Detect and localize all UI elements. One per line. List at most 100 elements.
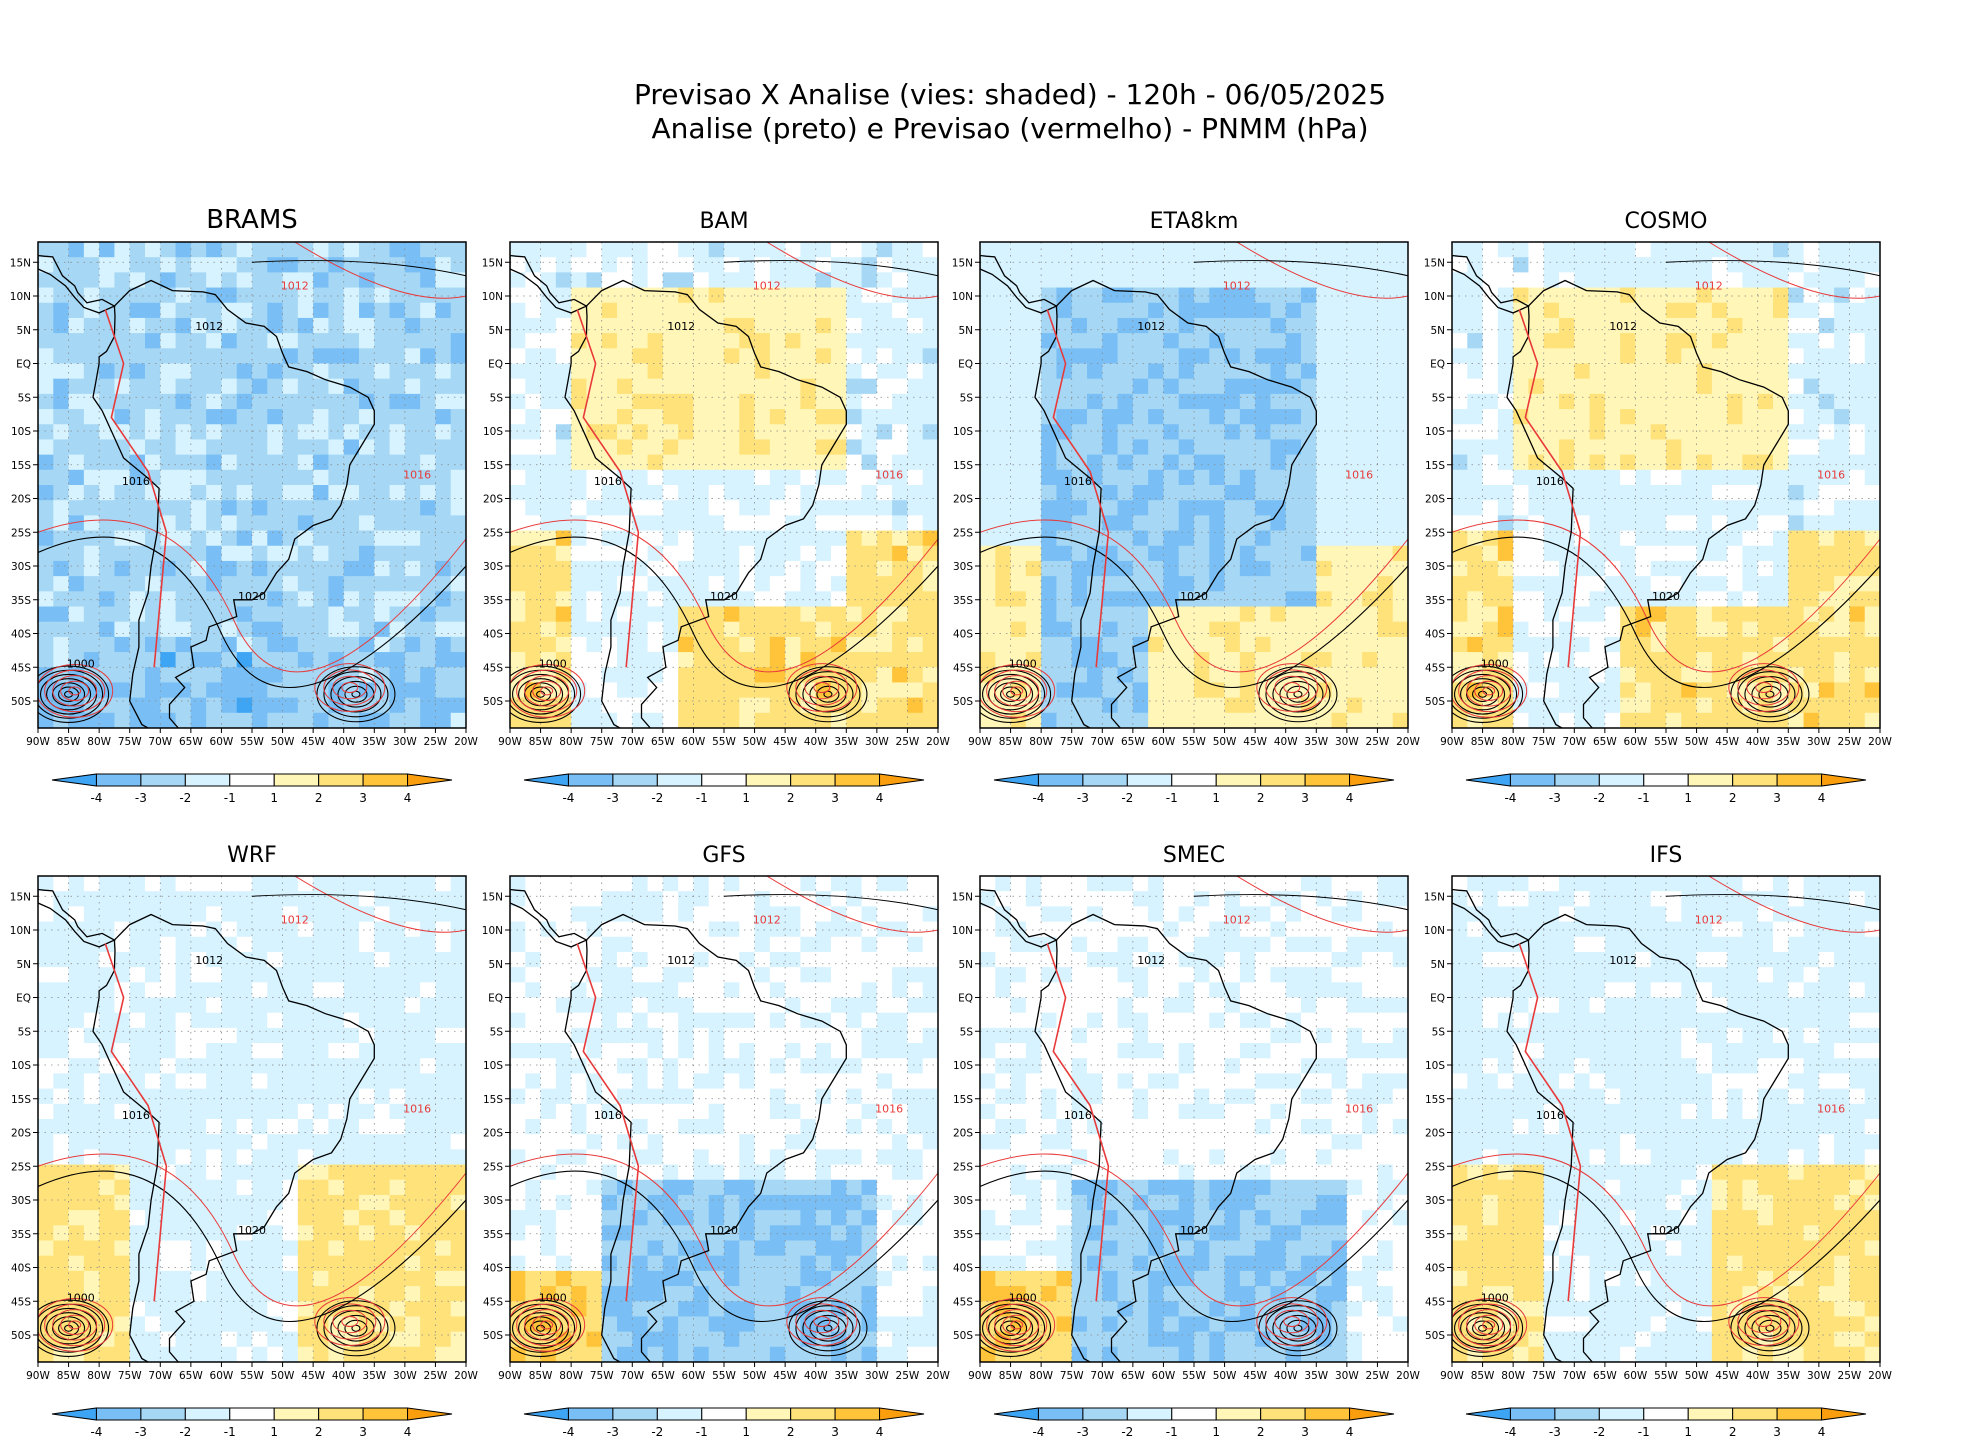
bias-cell xyxy=(114,936,131,953)
bias-cell xyxy=(1224,424,1241,441)
bias-cell xyxy=(1773,454,1789,471)
bias-cell xyxy=(1163,454,1180,471)
bias-cell xyxy=(1849,576,1866,592)
bias-cell xyxy=(53,545,70,562)
bias-cell xyxy=(1041,712,1058,728)
bias-cell xyxy=(38,652,54,668)
bias-cell xyxy=(114,439,131,456)
bias-cell xyxy=(389,621,406,638)
bias-cell xyxy=(175,1088,192,1105)
bias-cell xyxy=(1834,454,1851,471)
bias-cell xyxy=(114,1088,131,1105)
bias-cell xyxy=(1604,576,1621,592)
bias-cell xyxy=(1803,485,1820,501)
bias-cell xyxy=(236,1240,253,1257)
bias-cell xyxy=(1864,606,1880,623)
bias-cell xyxy=(389,348,406,365)
bias-cell xyxy=(99,287,116,304)
bias-cell xyxy=(175,682,192,699)
bias-cell xyxy=(450,424,466,441)
bias-cell xyxy=(420,272,437,289)
bias-cell xyxy=(1194,409,1210,425)
bias-cell xyxy=(1316,378,1333,395)
bias-cell xyxy=(1513,302,1530,319)
bias-cell xyxy=(68,891,85,907)
bias-cell xyxy=(175,1316,192,1333)
bias-cell xyxy=(114,1194,131,1211)
bias-cell xyxy=(404,1012,421,1029)
bias-cell xyxy=(662,652,679,668)
bias-cell xyxy=(190,1301,207,1318)
bias-cell xyxy=(1025,333,1042,349)
bias-cell xyxy=(389,439,406,456)
bias-cell xyxy=(980,257,996,273)
bias-cell xyxy=(252,576,268,592)
bias-cell xyxy=(206,1270,223,1287)
bias-cell xyxy=(785,317,802,334)
bias-cell xyxy=(815,636,832,653)
bias-cell xyxy=(1041,515,1058,532)
bias-cell xyxy=(53,682,70,699)
bias-cell xyxy=(343,545,360,562)
bias-cell xyxy=(282,272,299,289)
bias-cell xyxy=(1010,545,1027,562)
bias-cell xyxy=(1635,424,1652,441)
bias-cell xyxy=(555,287,572,304)
bias-cell xyxy=(267,636,284,653)
bias-cell xyxy=(525,272,542,289)
bias-cell xyxy=(1681,560,1698,577)
bias-cell xyxy=(1010,363,1027,380)
bias-cell xyxy=(114,636,131,653)
bias-cell xyxy=(1163,652,1180,668)
bias-cell xyxy=(160,1286,177,1302)
bias-cell xyxy=(99,1103,116,1120)
bias-cell xyxy=(343,302,360,319)
bias-cell xyxy=(175,936,192,953)
bias-cell xyxy=(221,1316,238,1333)
bias-cell xyxy=(343,469,360,486)
bias-cell xyxy=(800,621,817,638)
bias-cell xyxy=(708,712,725,728)
bias-cell xyxy=(540,636,557,653)
bias-cell xyxy=(1087,378,1103,395)
bias-cell xyxy=(1377,317,1394,334)
bias-cell xyxy=(450,951,466,968)
bias-cell xyxy=(1513,697,1530,714)
bias-cell xyxy=(1666,621,1682,638)
bias-cell xyxy=(1255,652,1272,668)
bias-cell xyxy=(389,1149,406,1166)
bias-cell xyxy=(328,378,345,395)
bias-cell xyxy=(1666,712,1682,728)
bias-cell xyxy=(1773,439,1789,456)
lat-tick-label: 45S xyxy=(1425,662,1445,674)
bias-cell xyxy=(343,439,360,456)
bias-cell xyxy=(1255,378,1272,395)
bias-cell xyxy=(1148,636,1165,653)
bias-cell xyxy=(359,891,375,907)
bias-cell xyxy=(83,1058,100,1075)
bias-cell xyxy=(1132,530,1149,547)
bias-cell xyxy=(571,242,588,258)
bias-cell xyxy=(190,906,207,923)
bias-cell xyxy=(129,424,146,441)
bias-cell xyxy=(1392,363,1408,380)
bias-cell xyxy=(586,515,603,532)
bias-cell xyxy=(1742,530,1759,547)
bias-cell xyxy=(68,982,85,999)
bias-cell xyxy=(53,485,70,501)
bias-cell xyxy=(359,378,375,395)
bias-cell xyxy=(236,1012,253,1029)
bias-cell xyxy=(404,424,421,441)
bias-cell xyxy=(38,591,54,608)
bias-cell xyxy=(190,1058,207,1075)
bias-cell xyxy=(328,409,345,425)
colorbar-label: -2 xyxy=(651,791,663,805)
isobar-label: 1000 xyxy=(67,657,95,670)
bias-cell xyxy=(1316,242,1333,258)
bias-cell xyxy=(1773,515,1789,532)
bias-cell xyxy=(1239,652,1256,668)
isobar xyxy=(1452,536,1880,689)
bias-cell xyxy=(1209,302,1226,319)
bias-cell xyxy=(708,439,725,456)
bias-cell xyxy=(129,1058,146,1075)
